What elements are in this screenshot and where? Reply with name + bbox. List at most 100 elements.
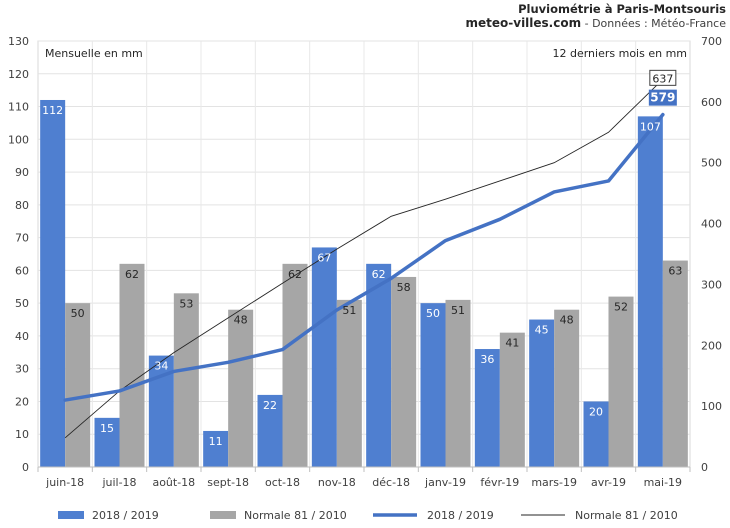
y-tick-label: 30 — [15, 363, 29, 376]
bar-2018-2019 — [257, 394, 283, 467]
bar-value-label: 50 — [71, 307, 85, 320]
bar-normale — [228, 309, 254, 467]
chart-title: Pluviométrie à Paris-Montsouris — [518, 2, 726, 16]
chart-header: Pluviométrie à Paris-Montsouris meteo-vi… — [466, 2, 727, 31]
legend-swatch-bar — [210, 511, 236, 519]
end-label-box-normale — [649, 69, 677, 86]
end-label-2018-2019: 579 — [650, 91, 675, 105]
legend-label: Normale 81 / 2010 — [244, 509, 347, 522]
bar-value-label: 51 — [342, 304, 356, 317]
bar-value-label: 20 — [589, 405, 603, 418]
bar-normale — [391, 276, 417, 467]
bar-normale — [445, 299, 471, 467]
bar-value-label: 41 — [505, 337, 519, 350]
grid — [38, 40, 690, 467]
y2-tick-label: 200 — [701, 339, 722, 352]
bar-2018-2019 — [311, 247, 337, 467]
x-tick-label: févr-19 — [480, 476, 519, 489]
y-tick-label: 50 — [15, 297, 29, 310]
bar-value-label: 50 — [426, 307, 440, 320]
bar-value-label: 62 — [372, 268, 386, 281]
legend: 2018 / 2019 Normale 81 / 2010 2018 / 2019 N… — [58, 509, 678, 522]
bar-normale — [554, 309, 580, 467]
chart-source-line: meteo-villes.com - Données : Météo-Franc… — [466, 16, 727, 31]
x-tick-label: juin-18 — [45, 476, 84, 489]
end-label-normale: 637 — [652, 72, 673, 85]
bar-value-label: 58 — [397, 281, 411, 294]
y2-tick-label: 700 — [701, 35, 722, 48]
line-2018-2019-cumul — [63, 112, 665, 402]
bar-value-label: 22 — [263, 399, 277, 412]
x-tick-label: août-18 — [152, 476, 195, 489]
bar-2018-2019 — [40, 99, 66, 467]
bar-2018-2019 — [529, 319, 555, 467]
legend-label: Normale 81 / 2010 — [575, 509, 678, 522]
bar-value-label: 107 — [640, 120, 661, 133]
bar-normale — [119, 263, 145, 467]
end-label-box-2018-2019 — [648, 89, 677, 106]
y-tick-label: 80 — [15, 199, 29, 212]
y-tick-label: 20 — [15, 395, 29, 408]
bar-normale — [65, 303, 91, 467]
y2-axis-label: 12 derniers mois en mm — [552, 47, 687, 60]
x-tick-label: mai-19 — [644, 476, 682, 489]
bar-value-label: 51 — [451, 304, 465, 317]
bar-value-label: 67 — [317, 251, 331, 264]
bar-2018-2019 — [637, 116, 663, 467]
bar-2018-2019 — [366, 263, 392, 467]
x-tick-label: oct-18 — [265, 476, 300, 489]
bar-value-label: 34 — [154, 360, 168, 373]
bar-value-label: 48 — [234, 314, 248, 327]
y-tick-label: 120 — [8, 68, 29, 81]
bar-normale — [608, 296, 634, 467]
x-tick-label: nov-18 — [318, 476, 356, 489]
y-tick-label: 10 — [15, 428, 29, 441]
x-tick-label: mars-19 — [531, 476, 577, 489]
x-tick-label: sept-18 — [207, 476, 249, 489]
bar-normale — [662, 260, 688, 467]
bar-value-label: 52 — [614, 301, 628, 314]
bar-value-label: 62 — [125, 268, 139, 281]
x-tick-label: juil-18 — [101, 476, 136, 489]
y-axis-label: Mensuelle en mm — [45, 47, 143, 60]
chart-source: - Données : Météo-France — [581, 17, 726, 30]
bar-2018-2019 — [203, 430, 229, 467]
bars-layer — [40, 99, 688, 467]
x-tick-label: avr-19 — [591, 476, 626, 489]
bar-normale — [282, 263, 308, 467]
bar-value-label: 112 — [42, 104, 63, 117]
chart-site: meteo-villes.com — [465, 16, 582, 30]
bar-normale — [336, 299, 362, 467]
bar-value-label: 45 — [535, 324, 549, 337]
y2-tick-label: 400 — [701, 218, 722, 231]
y2-tick-label: 300 — [701, 278, 722, 291]
y-tick-label: 130 — [8, 35, 29, 48]
y-tick-label: 100 — [8, 133, 29, 146]
bar-value-label: 36 — [480, 353, 494, 366]
legend-label: 2018 / 2019 — [92, 509, 159, 522]
y-tick-label: 70 — [15, 232, 29, 245]
y-tick-label: 60 — [15, 264, 29, 277]
legend-swatch-bar — [58, 511, 84, 519]
y-tick-label: 110 — [8, 101, 29, 114]
bar-value-label: 11 — [209, 435, 223, 448]
bar-2018-2019 — [420, 303, 446, 467]
bar-value-label: 63 — [668, 265, 682, 278]
bar-value-label: 53 — [179, 297, 193, 310]
line-normale-cumul — [64, 79, 664, 439]
bar-value-label: 48 — [560, 314, 574, 327]
y-tick-label: 0 — [22, 461, 29, 474]
labels-layer: 112 50 15 62 34 53 11 48 22 62 67 51 62 58 50 51 36 41 45 4… — [42, 69, 682, 448]
y2-tick-label: 600 — [701, 96, 722, 109]
legend-label: 2018 / 2019 — [427, 509, 494, 522]
lines-layer — [63, 79, 665, 439]
y-tick-label: 90 — [15, 166, 29, 179]
bar-value-label: 15 — [100, 422, 114, 435]
bar-normale — [173, 293, 199, 467]
bar-normale — [499, 332, 525, 467]
bar-2018-2019 — [94, 417, 120, 467]
y2-tick-label: 0 — [701, 461, 708, 474]
axes-layer: 0 10 20 30 40 50 60 70 80 90 100 110 120 130 0 100 200 30… — [8, 35, 722, 489]
